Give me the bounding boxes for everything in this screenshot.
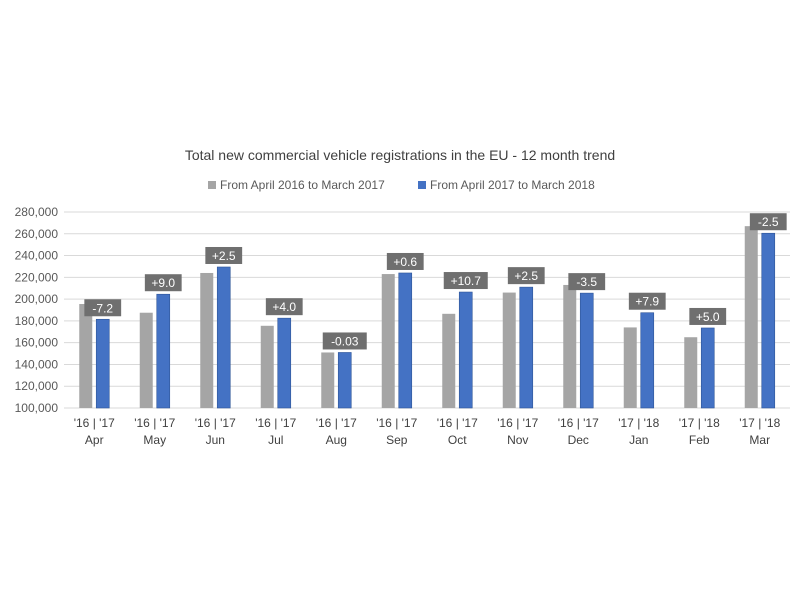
bar-2017-2018 [700,327,715,409]
bar-2016-2017 [79,304,93,408]
bar-2016-2017 [200,272,214,408]
change-label: -2.5 [758,215,779,229]
y-tick-label: 240,000 [15,249,59,263]
x-year-label: '17 | '18 [618,416,659,430]
bar-2016-2017 [684,337,698,408]
y-tick-label: 120,000 [15,379,59,393]
bar-2017-2018 [277,317,292,409]
change-label-box [689,307,727,325]
x-category-label: Nov [507,433,528,447]
x-category-label: Feb [689,433,710,447]
x-year-label: '16 | '17 [437,416,478,430]
gridlines [64,211,790,409]
change-label: -0.03 [331,334,359,348]
bar-2016-2017 [321,352,335,408]
change-label: +5.0 [696,310,720,324]
bar-2017-2018 [156,293,171,409]
bar-2017-2018 [95,318,110,409]
legend-swatch-2016-2017 [208,181,216,189]
x-category-label: Aug [326,433,347,447]
x-year-label: '16 | '17 [376,416,417,430]
x-category-label: Jul [268,433,283,447]
legend-label-2016-2017: From April 2016 to March 2017 [220,178,385,192]
x-category-label: Apr [85,433,104,447]
change-label-box [443,272,488,290]
x-category-label: Jun [206,433,225,447]
bar-2016-2017 [623,327,637,408]
x-category-label: Dec [568,433,589,447]
change-label-box [507,267,545,285]
y-tick-label: 280,000 [15,205,59,219]
change-label: +2.5 [212,249,236,263]
change-label-box [322,332,367,350]
change-label-box [568,273,606,291]
x-category-label: May [143,433,166,447]
x-year-label: '16 | '17 [134,416,175,430]
bar-2017-2018 [458,291,473,409]
bar-2016-2017 [744,226,758,408]
x-year-label: '17 | '18 [679,416,720,430]
x-category-label: Sep [386,433,408,447]
x-year-label: '16 | '17 [74,416,115,430]
bar-2017-2018 [579,292,594,409]
y-tick-label: 160,000 [15,336,59,350]
change-label: +9.0 [151,276,175,290]
bars [79,226,776,409]
change-label-box [265,298,303,316]
chart-title: Total new commercial vehicle registratio… [185,147,615,163]
x-axis-labels: '16 | '17 Apr '16 | '17 May '16 | '17 Jun '16 … [74,416,781,447]
y-tick-label: 180,000 [15,314,59,328]
y-tick-label: 220,000 [15,270,59,284]
x-category-label: Oct [448,433,467,447]
change-label-box [386,252,424,270]
change-labels: -7.2 +9.0 +2.5 +4.0 -0.03 +0.6 +10.7 +2.5 -3.5 +7… [84,213,787,350]
bar-2017-2018 [337,352,352,409]
bar-2016-2017 [563,284,577,408]
bar-2016-2017 [260,325,274,408]
bar-2017-2018 [216,266,231,409]
change-label: -3.5 [576,275,597,289]
change-label: +0.6 [393,255,417,269]
change-label: +10.7 [451,274,482,288]
y-tick-label: 100,000 [15,401,59,415]
x-year-label: '17 | '18 [739,416,780,430]
x-category-label: Mar [749,433,770,447]
change-label-box [205,246,243,264]
legend-swatch-2017-2018 [418,181,426,189]
bar-2016-2017 [442,313,456,408]
bar-2017-2018 [398,272,413,409]
x-year-label: '16 | '17 [195,416,236,430]
change-label-box [84,299,122,317]
change-label: +7.9 [635,295,659,309]
bar-2017-2018 [761,232,776,409]
bar-2016-2017 [381,274,395,408]
change-label-box [628,292,666,310]
change-label-box [749,213,787,231]
change-label: -7.2 [92,301,113,315]
bar-2016-2017 [502,292,516,408]
x-category-label: Jan [629,433,648,447]
x-year-label: '16 | '17 [316,416,357,430]
x-year-label: '16 | '17 [255,416,296,430]
x-year-label: '16 | '17 [558,416,599,430]
x-year-label: '16 | '17 [497,416,538,430]
change-label-box [144,274,182,292]
y-tick-label: 200,000 [15,292,59,306]
y-tick-label: 140,000 [15,357,59,371]
legend: From April 2016 to March 2017 From April… [208,178,595,192]
y-tick-label: 260,000 [15,227,59,241]
change-label: +2.5 [514,269,538,283]
legend-label-2017-2018: From April 2017 to March 2018 [430,178,595,192]
y-axis-tick-labels: 100,000 120,000 140,000 160,000 180,000 200,0… [15,205,59,415]
bar-2016-2017 [139,312,153,408]
bar-2017-2018 [640,312,655,409]
change-label: +4.0 [272,300,296,314]
bar-2017-2018 [519,286,534,409]
